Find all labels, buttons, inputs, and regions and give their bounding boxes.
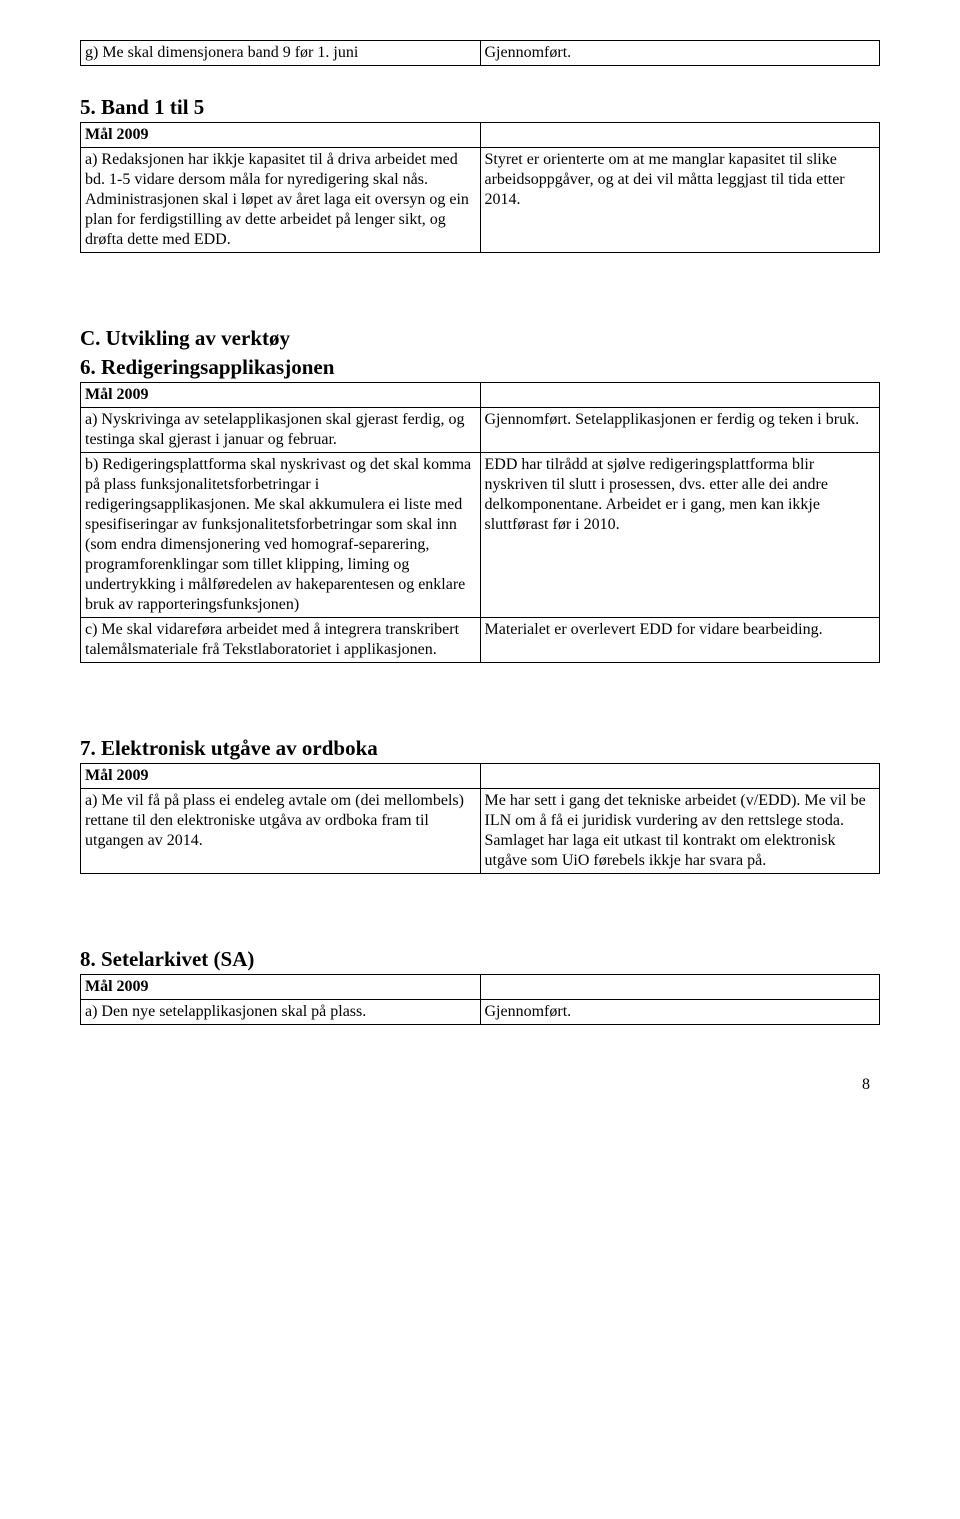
page-number: 8 <box>80 1075 880 1095</box>
table-row: Mål 2009 <box>81 975 880 1000</box>
cell-right: EDD har tilrådd at sjølve redigeringspla… <box>480 452 880 617</box>
table-section-5: Mål 2009 a) Redaksjonen har ikkje kapasi… <box>80 122 880 253</box>
cell-right: Gjennomført. <box>480 1000 880 1025</box>
cell-right: Me har sett i gang det tekniske arbeidet… <box>480 789 880 874</box>
heading-section-7: 7. Elektronisk utgåve av ordboka <box>80 735 880 761</box>
cell-empty <box>480 975 880 1000</box>
cell-right: Materialet er overlevert EDD for vidare … <box>480 617 880 662</box>
cell-empty <box>480 123 880 148</box>
table-row: Mål 2009 <box>81 764 880 789</box>
cell-empty <box>480 764 880 789</box>
cell-left: c) Me skal vidareføra arbeidet med å int… <box>81 617 481 662</box>
heading-section-5: 5. Band 1 til 5 <box>80 94 880 120</box>
table-row: b) Redigeringsplattforma skal nyskrivast… <box>81 452 880 617</box>
table-section-8: Mål 2009 a) Den nye setelapplikasjonen s… <box>80 974 880 1025</box>
cell-left: a) Den nye setelapplikasjonen skal på pl… <box>81 1000 481 1025</box>
table-section-6: Mål 2009 a) Nyskrivinga av setelapplikas… <box>80 382 880 663</box>
table-row: Mål 2009 <box>81 382 880 407</box>
heading-section-8: 8. Setelarkivet (SA) <box>80 946 880 972</box>
cell-right: Styret er orienterte om at me manglar ka… <box>480 148 880 253</box>
cell-right: Gjennomført. Setelapplikasjonen er ferdi… <box>480 407 880 452</box>
table-section-7: Mål 2009 a) Me vil få på plass ei endele… <box>80 763 880 874</box>
table-row: a) Me vil få på plass ei endeleg avtale … <box>81 789 880 874</box>
table-row: a) Den nye setelapplikasjonen skal på pl… <box>81 1000 880 1025</box>
heading-section-c: C. Utvikling av verktøy <box>80 325 880 351</box>
cell-mal: Mål 2009 <box>81 975 481 1000</box>
table-row: a) Redaksjonen har ikkje kapasitet til å… <box>81 148 880 253</box>
cell-left: b) Redigeringsplattforma skal nyskrivast… <box>81 452 481 617</box>
table-row: c) Me skal vidareføra arbeidet med å int… <box>81 617 880 662</box>
table-top: g) Me skal dimensjonera band 9 før 1. ju… <box>80 40 880 66</box>
table-row: g) Me skal dimensjonera band 9 før 1. ju… <box>81 41 880 66</box>
cell-left: a) Nyskrivinga av setelapplikasjonen ska… <box>81 407 481 452</box>
cell-mal: Mål 2009 <box>81 764 481 789</box>
cell-left: a) Redaksjonen har ikkje kapasitet til å… <box>81 148 481 253</box>
cell-mal: Mål 2009 <box>81 123 481 148</box>
table-row: Mål 2009 <box>81 123 880 148</box>
table-row: a) Nyskrivinga av setelapplikasjonen ska… <box>81 407 880 452</box>
cell-right: Gjennomført. <box>480 41 880 66</box>
heading-section-6: 6. Redigeringsapplikasjonen <box>80 354 880 380</box>
cell-left: g) Me skal dimensjonera band 9 før 1. ju… <box>81 41 481 66</box>
cell-empty <box>480 382 880 407</box>
cell-left: a) Me vil få på plass ei endeleg avtale … <box>81 789 481 874</box>
cell-mal: Mål 2009 <box>81 382 481 407</box>
